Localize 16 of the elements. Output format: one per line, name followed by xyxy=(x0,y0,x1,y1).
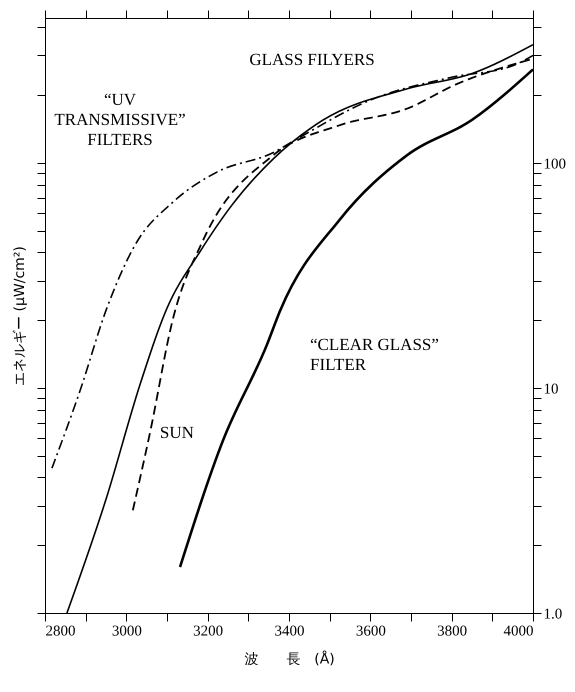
x-tick-label: 2800 xyxy=(46,624,76,640)
x-tick-label: 3000 xyxy=(112,624,142,640)
y-tick-label: 100 xyxy=(544,156,566,172)
annotation: SUN xyxy=(160,423,194,442)
y-axis-title: エネルギー (μW/cm²) xyxy=(12,246,28,386)
x-tick-label: 3800 xyxy=(437,624,468,640)
x-tick-label: 3600 xyxy=(356,624,386,640)
annotation: “UV TRANSMISSIVE” FILTERS xyxy=(54,90,186,149)
x-axis-title: 波 長 (Å) xyxy=(244,650,335,668)
y-tick-label: 10 xyxy=(544,381,558,398)
x-tick-label: 4000 xyxy=(504,624,534,640)
x-tick-label: 3200 xyxy=(193,624,224,640)
x-tick-label: 3400 xyxy=(274,624,304,640)
annotation: GLASS FILYERS xyxy=(249,50,375,69)
y-tick-label: 1.0 xyxy=(544,606,562,622)
annotation: “CLEAR GLASS” FILTER xyxy=(310,335,439,374)
